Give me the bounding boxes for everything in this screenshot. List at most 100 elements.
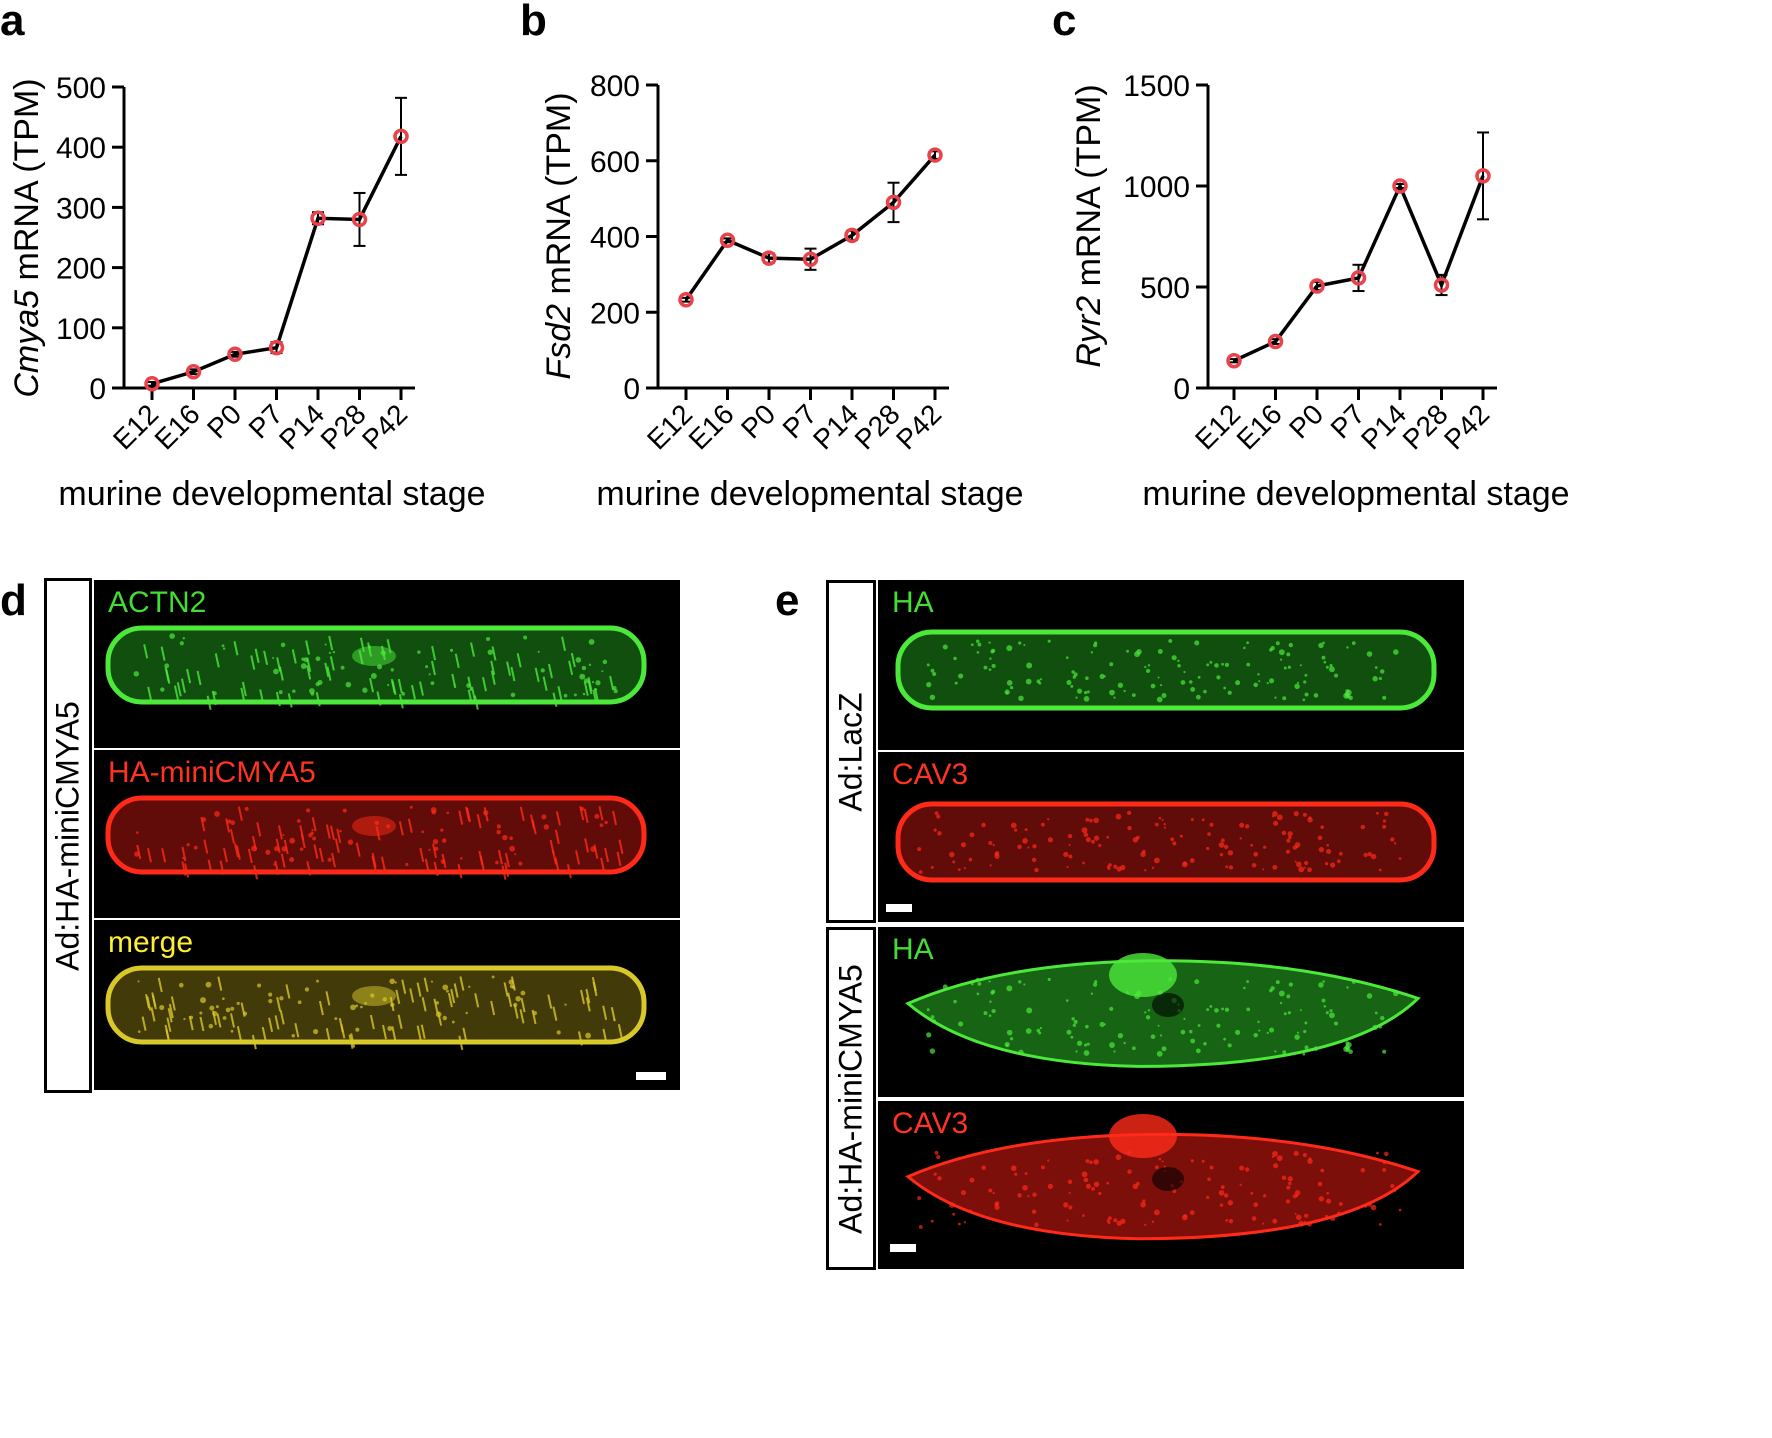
striation [313, 844, 319, 859]
striation [188, 1015, 194, 1031]
striation [233, 641, 239, 656]
x-axis-label: murine developmental stage [1142, 475, 1569, 513]
striation [552, 1006, 558, 1021]
speckle [297, 1000, 302, 1005]
speckle [1047, 818, 1050, 821]
striation [453, 983, 459, 998]
x-tick-label: P42 [1438, 398, 1495, 455]
striation [311, 816, 317, 832]
speckle [315, 682, 320, 687]
speckle [289, 837, 296, 844]
speckle [590, 846, 597, 852]
micrograph-label: CAV3 [892, 1107, 969, 1140]
striation [382, 1024, 387, 1040]
speckle [1158, 1157, 1162, 1161]
striation [441, 853, 447, 869]
speckle [212, 691, 217, 696]
speckle [1157, 649, 1163, 654]
speckle [1302, 698, 1306, 702]
speckle [975, 977, 980, 982]
speckle [1303, 680, 1307, 684]
speckle [1023, 643, 1026, 647]
speckle [1304, 673, 1308, 677]
speckle [1366, 651, 1373, 657]
striation [150, 1007, 156, 1022]
speckle [301, 657, 305, 661]
speckle [1360, 824, 1366, 830]
speckle [1239, 1165, 1245, 1171]
speckle [1090, 992, 1094, 995]
speckle [1085, 837, 1091, 843]
speckle [1153, 857, 1160, 864]
striation [612, 810, 618, 826]
striation [602, 1028, 608, 1044]
speckle [304, 987, 310, 992]
speckle [1390, 1183, 1395, 1189]
data-point [678, 292, 694, 308]
speckle [983, 1011, 988, 1016]
speckle [1106, 835, 1110, 839]
striation [474, 993, 480, 1008]
speckle [1382, 695, 1387, 700]
speckle [496, 824, 501, 829]
line-charts: 0100200300400500E12E16P0P7P14P28P42Cmya5… [8, 70, 1570, 513]
striation [416, 1025, 422, 1040]
striation [199, 1016, 205, 1032]
speckle [1180, 680, 1186, 685]
speckle [1251, 863, 1257, 868]
speckle [954, 681, 958, 685]
speckle [428, 848, 431, 851]
speckle [496, 829, 501, 835]
speckle [1073, 1019, 1078, 1024]
speckle [594, 813, 600, 819]
speckle [520, 990, 526, 996]
speckle [981, 1165, 986, 1171]
speckle [936, 814, 941, 819]
speckle [1181, 1214, 1188, 1221]
speckle [1026, 662, 1033, 669]
speckle [405, 862, 409, 866]
speckle [588, 663, 592, 667]
speckle [1269, 648, 1273, 652]
speckle [960, 1190, 967, 1196]
speckle [599, 823, 604, 828]
speckle [1206, 1008, 1210, 1012]
speckle [1393, 1189, 1397, 1193]
speckle [518, 861, 523, 866]
data-point [1309, 278, 1325, 294]
speckle [1379, 1015, 1385, 1021]
speckle [930, 1015, 935, 1020]
speckle [1223, 844, 1229, 850]
speckle [1263, 1194, 1267, 1198]
striation [454, 653, 460, 668]
striation [280, 853, 286, 868]
speckle [205, 981, 212, 988]
speckle [1303, 1220, 1306, 1223]
speckle [1378, 1223, 1382, 1226]
striation [617, 1024, 623, 1039]
speckle [1047, 1183, 1054, 1189]
speckle [926, 1008, 930, 1012]
speckle [1218, 842, 1225, 848]
speckle [1136, 649, 1142, 655]
speckle [1194, 640, 1200, 646]
speckle [1302, 812, 1307, 817]
speckle [988, 641, 991, 644]
speckle [1081, 827, 1088, 834]
speckle [1294, 1190, 1301, 1196]
speckle [1282, 696, 1287, 701]
y-tick-label: 500 [56, 72, 106, 105]
speckle [588, 638, 595, 645]
speckle [937, 831, 942, 836]
speckle [164, 663, 170, 669]
speckle [1304, 1213, 1309, 1218]
speckle [934, 811, 939, 816]
striation [433, 998, 439, 1014]
speckle [1094, 980, 1098, 984]
speckle [988, 841, 993, 845]
speckle [1393, 990, 1399, 997]
speckle [595, 680, 601, 686]
speckle [1123, 689, 1126, 693]
speckle [1024, 1172, 1028, 1176]
speckle [1206, 1195, 1210, 1200]
